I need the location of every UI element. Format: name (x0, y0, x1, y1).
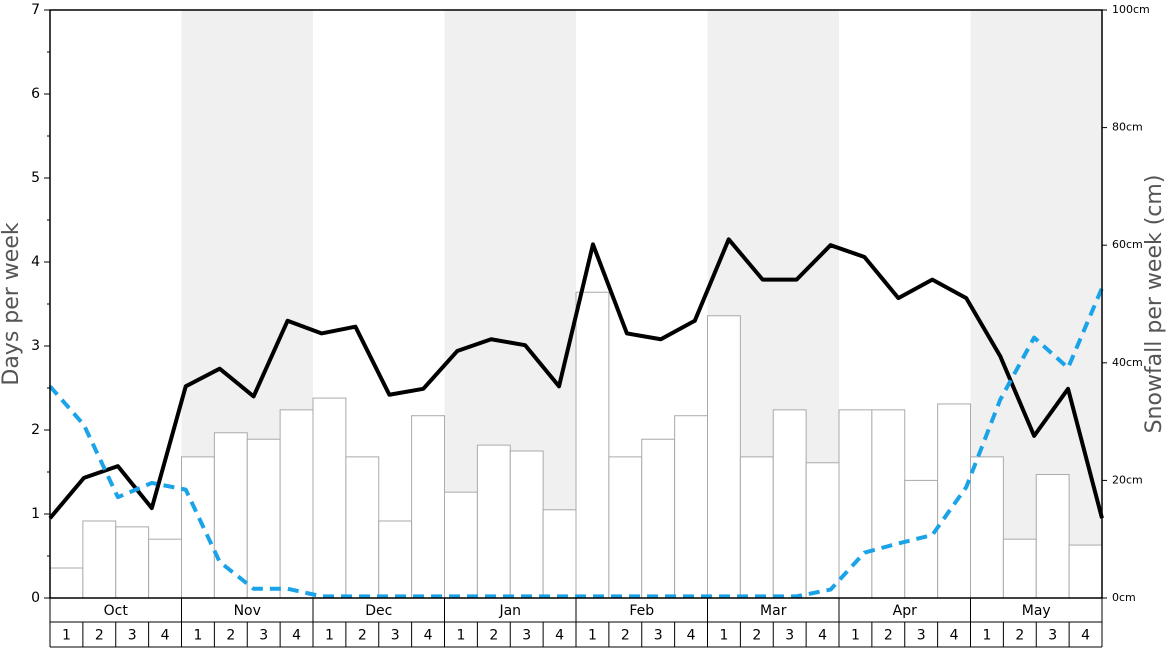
bar (444, 491, 478, 599)
y-tick-label: 5 (31, 170, 40, 186)
month-label: Apr (893, 603, 917, 619)
x-tick-label: 1 (719, 628, 728, 644)
bar (575, 291, 610, 599)
bar (542, 509, 577, 599)
y2-tick-label: 100cm (1112, 3, 1150, 16)
bar (181, 456, 215, 599)
bar (739, 456, 774, 599)
x-tick-label: 2 (884, 628, 893, 644)
bar (509, 450, 544, 599)
x-tick-label: 2 (358, 628, 367, 644)
bar (772, 409, 807, 599)
bar (805, 462, 840, 599)
bar (707, 315, 741, 599)
x-tick-label: 1 (62, 628, 71, 644)
x-tick-label: 4 (818, 628, 827, 644)
y-tick-label: 7 (31, 2, 40, 18)
bar (378, 520, 413, 599)
bar (674, 415, 708, 599)
y2-tick-label: 40cm (1112, 356, 1143, 369)
x-tick-label: 2 (1015, 628, 1024, 644)
x-tick-label: 4 (555, 628, 564, 644)
x-tick-label: 2 (489, 628, 498, 644)
y-tick-label: 4 (31, 254, 40, 270)
bar (871, 409, 906, 599)
y2-tick-label: 0cm (1112, 591, 1136, 604)
bar (970, 456, 1004, 599)
month-label: Oct (104, 603, 129, 619)
x-tick-label: 4 (687, 628, 696, 644)
bar (641, 438, 676, 599)
y2-tick-label: 60cm (1112, 238, 1143, 251)
bar (1035, 474, 1070, 599)
bar (838, 409, 873, 599)
x-tick-label: 4 (161, 628, 170, 644)
x-tick-label: 3 (391, 628, 400, 644)
y2-axis-label: Snowfall per week (cm) (1142, 175, 1167, 434)
bar (476, 444, 511, 599)
month-label: Mar (760, 603, 787, 619)
x-tick-label: 2 (752, 628, 761, 644)
y2-tick-label: 20cm (1112, 473, 1143, 486)
bar (1002, 538, 1037, 599)
x-tick-label: 2 (95, 628, 104, 644)
month-label: Feb (629, 603, 654, 619)
bar (345, 456, 380, 599)
bar (148, 538, 182, 599)
x-tick-label: 3 (785, 628, 794, 644)
x-tick-label: 2 (226, 628, 235, 644)
y2-tick-label: 80cm (1112, 121, 1143, 134)
bar (49, 567, 84, 599)
bar (312, 397, 347, 599)
x-tick-label: 4 (1081, 628, 1090, 644)
dashed-line (48, 287, 1104, 599)
x-tick-label: 1 (851, 628, 860, 644)
month-label: Dec (365, 603, 392, 619)
y-tick-label: 3 (31, 338, 40, 354)
x-tick-label: 2 (621, 628, 630, 644)
x-tick-label: 4 (950, 628, 959, 644)
x-tick-label: 4 (424, 628, 433, 644)
x-tick-label: 3 (654, 628, 663, 644)
x-tick-label: 1 (193, 628, 202, 644)
y-tick-label: 6 (31, 86, 40, 102)
bar (115, 526, 150, 599)
bar (1068, 544, 1103, 599)
y-tick-label: 1 (31, 506, 40, 522)
y-axis-label: Days per week (0, 222, 24, 385)
y-tick-label: 0 (31, 590, 40, 606)
line (48, 237, 1104, 520)
bar (937, 403, 971, 599)
x-tick-label: 3 (259, 628, 268, 644)
x-tick-label: 3 (917, 628, 926, 644)
x-tick-label: 3 (1048, 628, 1057, 644)
month-label: May (1022, 603, 1051, 619)
bar (608, 456, 643, 599)
x-tick-label: 1 (325, 628, 334, 644)
x-tick-label: 1 (588, 628, 597, 644)
x-tick-label: 1 (456, 628, 465, 644)
x-tick-label: 4 (292, 628, 301, 644)
x-tick-label: 1 (982, 628, 991, 644)
bar (82, 520, 117, 599)
month-label: Jan (498, 603, 521, 619)
x-tick-label: 3 (522, 628, 531, 644)
y-tick-label: 2 (31, 422, 40, 438)
bar (411, 415, 445, 599)
x-tick-label: 3 (128, 628, 137, 644)
month-label: Nov (234, 603, 261, 619)
bar (246, 438, 281, 599)
bar (279, 409, 314, 599)
